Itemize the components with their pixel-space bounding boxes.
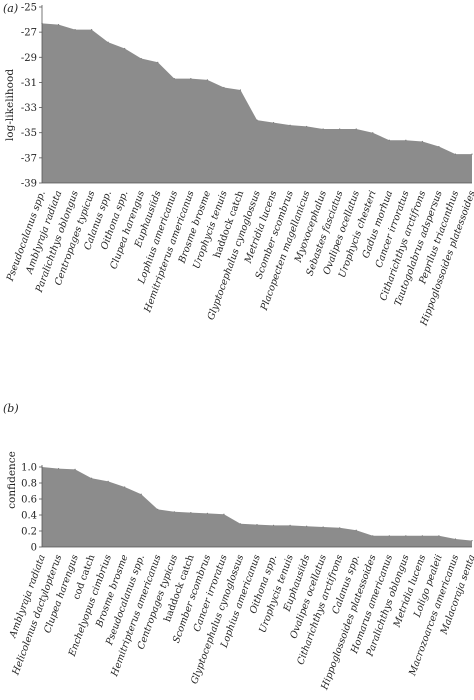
panel-b-y-tick-label: 0	[31, 543, 37, 554]
panel-a-series-area	[42, 23, 472, 184]
panel-b-data-point	[388, 535, 390, 537]
panel-b-data-point	[454, 538, 457, 540]
panel-a-data-point	[124, 47, 126, 50]
panel-a-data-point	[471, 153, 473, 155]
panel-a-data-point	[256, 119, 258, 121]
panel-b-y-tick-label: 1.0	[21, 463, 37, 474]
panel-b-data-point	[372, 535, 374, 537]
panel-a-data-point	[57, 24, 60, 26]
panel-a-data-point	[355, 128, 357, 130]
panel-b-y-tick-label: 0.6	[21, 495, 37, 506]
panel-b-data-point	[306, 525, 308, 527]
panel-a-data-point	[438, 145, 440, 148]
panel-a-data-point	[74, 29, 76, 31]
panel-a-data-point	[91, 29, 93, 31]
panel-b-data-point	[206, 512, 208, 515]
panel-a-y-tick-label: -31	[21, 78, 37, 89]
panel-a-data-point	[454, 153, 457, 155]
panel-a-data-point	[190, 78, 192, 80]
panel-a-data-point	[223, 86, 225, 89]
panel-a-data-point	[173, 78, 175, 80]
panel-b-y-tick-label: 0.8	[21, 479, 37, 490]
panel-a-data-point	[372, 132, 374, 134]
panel-a-y-tick-label: -37	[21, 153, 37, 164]
panel-a-data-point	[421, 140, 423, 143]
panel-b-data-point	[438, 535, 440, 537]
panel-a-y-tick-label: -33	[21, 103, 37, 114]
panel-a-data-point	[140, 57, 142, 60]
panel-b-data-point	[239, 523, 242, 525]
panel-a-y-tick-label: -25	[21, 3, 37, 14]
panel-b-data-point	[91, 477, 93, 479]
panel-a-y-tick-label: -35	[21, 128, 37, 139]
panel-b-y-axis-label: confidence	[6, 451, 18, 509]
panel-a-data-point	[339, 128, 341, 130]
panel-b-data-point	[405, 535, 407, 537]
panel-b-data-point	[272, 524, 275, 527]
panel-a-y-axis-label: log-likelihood	[4, 69, 16, 141]
panel-b-data-point	[421, 535, 423, 537]
panel-b-data-point	[339, 527, 341, 529]
panel-a-data-point	[272, 122, 275, 124]
panel-a-data-point	[322, 128, 324, 130]
panel-b-data-point	[107, 480, 109, 482]
panel-a-y-tick-label: -27	[21, 28, 37, 39]
panel-b-data-point	[256, 524, 258, 526]
panel-b-y-tick-label: 0.2	[21, 527, 37, 538]
panel-a-data-point	[388, 139, 390, 141]
panel-a: (a) log-likelihood -25 -27 -29 -31 -33 -35 -37…	[3, 2, 474, 328]
panel-a-data-point	[289, 124, 291, 126]
panel-b-data-point	[289, 524, 291, 527]
panel-b-y-tick-label: 0.4	[21, 511, 37, 522]
panel-b-data-point	[322, 526, 324, 528]
panel-b-label: (b)	[3, 402, 19, 415]
panel-b-data-point	[173, 511, 175, 513]
panel-b-data-point	[157, 508, 159, 510]
panel-a-y-tick-label: -29	[21, 53, 37, 64]
panel-b-data-point	[471, 540, 473, 542]
panel-a-y-tick-label: -39	[21, 179, 37, 190]
panel-b-series-area	[42, 467, 472, 547]
panel-a-data-point	[157, 61, 159, 63]
panel-b: (b) confidence 00.20.40.60.81.0Amblyraja…	[3, 402, 474, 692]
panel-a-data-point	[239, 89, 242, 91]
panel-b-data-point	[223, 513, 225, 515]
panel-b-data-point	[355, 529, 357, 531]
panel-a-data-point	[107, 41, 109, 43]
panel-b-data-point	[140, 493, 142, 495]
panel-a-data-point	[306, 125, 308, 128]
panel-b-data-point	[57, 468, 60, 470]
panel-b-data-point	[74, 468, 76, 470]
panel-b-data-point	[124, 486, 126, 488]
panel-a-label: (a)	[3, 2, 18, 15]
panel-a-data-point	[206, 79, 208, 81]
panel-b-data-point	[190, 511, 192, 514]
panel-a-data-point	[405, 139, 407, 141]
